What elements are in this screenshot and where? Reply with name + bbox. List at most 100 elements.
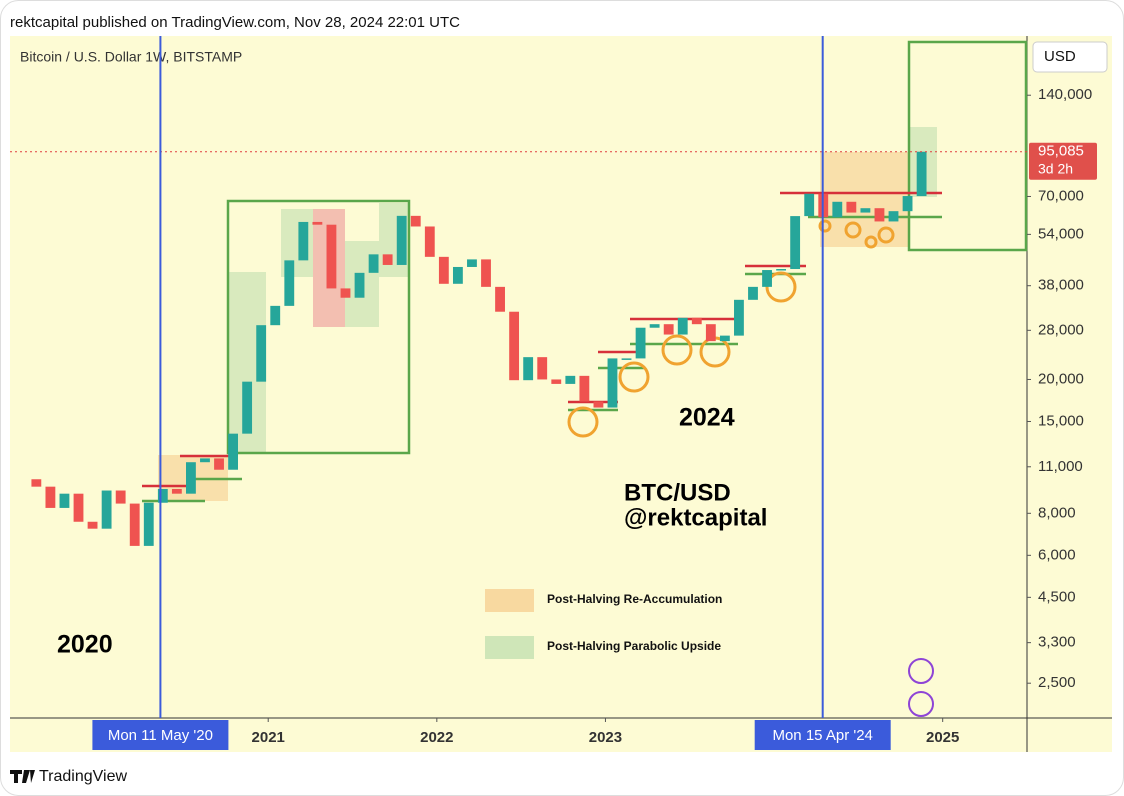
candle xyxy=(452,266,463,284)
candle xyxy=(846,201,857,213)
legend-label: Post-Halving Re-Accumulation xyxy=(547,592,722,606)
candle xyxy=(354,272,365,298)
candle xyxy=(481,259,491,287)
reaccumulation-zone xyxy=(820,152,910,247)
candle xyxy=(635,327,646,359)
y-tick-label: 6,000 xyxy=(1038,546,1076,563)
candle xyxy=(326,224,337,289)
currency-box xyxy=(1032,41,1108,73)
candle xyxy=(59,493,70,508)
candle xyxy=(677,317,688,335)
candle xyxy=(73,493,84,522)
footer-brand: TradingView xyxy=(39,768,127,785)
y-tick-label: 2,500 xyxy=(1038,674,1076,691)
y-tick-label: 54,000 xyxy=(1038,225,1084,242)
logo xyxy=(10,770,35,783)
marker-box xyxy=(92,720,229,750)
x-tick-label: 2022 xyxy=(420,729,453,746)
y-tick-label: 70,000 xyxy=(1038,187,1084,204)
candle xyxy=(410,215,421,227)
last-price-box xyxy=(1029,142,1097,180)
candle xyxy=(776,269,787,271)
candle xyxy=(186,462,196,494)
candle xyxy=(790,216,801,270)
candle xyxy=(284,260,295,306)
candle xyxy=(143,502,154,546)
candle xyxy=(312,221,323,225)
candle xyxy=(649,324,660,328)
marker-label: Mon 15 Apr '24 xyxy=(772,727,872,744)
annotation: 2020 xyxy=(57,631,113,659)
countdown: 3d 2h xyxy=(1038,160,1073,176)
candle xyxy=(214,458,224,470)
candle xyxy=(705,324,716,342)
y-tick-label: 20,000 xyxy=(1038,370,1084,387)
y-tick-label: 4,500 xyxy=(1038,588,1076,605)
candle xyxy=(270,305,281,326)
candle xyxy=(734,299,744,336)
candle xyxy=(368,254,379,273)
candle xyxy=(424,226,435,257)
x-tick-label: 2025 xyxy=(926,729,959,746)
legend-label: Post-Halving Parabolic Upside xyxy=(547,639,721,653)
y-tick-label: 28,000 xyxy=(1038,321,1084,338)
legend-swatch xyxy=(485,636,534,659)
annotation: BTC/USD xyxy=(624,479,731,506)
candle xyxy=(663,324,674,335)
candle xyxy=(228,433,238,470)
candle xyxy=(129,503,140,546)
candle xyxy=(396,215,407,265)
candle xyxy=(565,375,576,384)
candle xyxy=(200,458,210,463)
chart-title: Bitcoin / U.S. Dollar 1W, BITSTAMP xyxy=(20,49,242,65)
y-tick-label: 15,000 xyxy=(1038,412,1084,429)
y-tick-label: 38,000 xyxy=(1038,277,1084,294)
candle xyxy=(523,357,534,381)
candle xyxy=(340,288,351,298)
candle xyxy=(256,325,267,382)
candle xyxy=(298,221,309,261)
candle xyxy=(382,254,393,265)
cycle-box xyxy=(907,40,1028,252)
marker-label: Mon 11 May '20 xyxy=(108,727,213,744)
candle xyxy=(874,208,885,222)
y-tick-label: 8,000 xyxy=(1038,504,1076,521)
header: rektcapital published on TradingView.com… xyxy=(10,14,460,31)
cycle-box xyxy=(226,199,411,455)
y-tick-label: 3,300 xyxy=(1038,634,1076,651)
candle xyxy=(621,358,632,360)
legend-swatch xyxy=(485,589,534,612)
candle xyxy=(467,259,477,267)
annotation: 2024 xyxy=(679,404,735,432)
candle xyxy=(45,486,56,508)
footer: TradingView xyxy=(10,768,127,785)
candle xyxy=(115,490,126,504)
y-axis-label: USD xyxy=(1044,48,1076,65)
candle xyxy=(607,358,618,408)
last-price-label: 95,085 xyxy=(1038,143,1084,160)
candle xyxy=(579,375,590,402)
candle xyxy=(551,379,562,384)
marker-box xyxy=(754,720,891,750)
candle xyxy=(157,488,168,503)
y-tick-label: 140,000 xyxy=(1038,86,1092,103)
candle xyxy=(860,208,871,213)
candle xyxy=(804,193,815,217)
candle xyxy=(31,479,42,487)
candles xyxy=(31,151,927,546)
candle xyxy=(888,211,899,222)
candle xyxy=(438,256,449,284)
annotation: @rektcapital xyxy=(624,504,767,531)
candle xyxy=(537,357,548,380)
candle xyxy=(242,381,253,434)
candle xyxy=(691,317,702,325)
candle xyxy=(101,490,112,529)
candle xyxy=(916,151,927,197)
candle xyxy=(748,286,758,300)
candle xyxy=(593,401,604,408)
candle xyxy=(87,521,98,529)
candle xyxy=(832,201,843,218)
x-tick-label: 2023 xyxy=(589,729,622,746)
